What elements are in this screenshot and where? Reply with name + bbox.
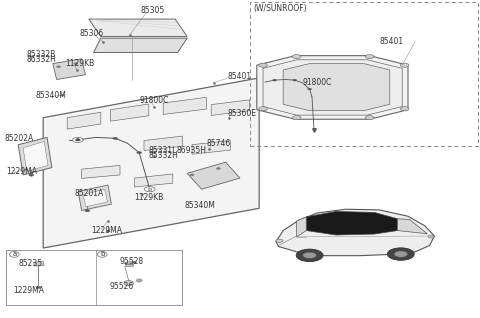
Polygon shape xyxy=(134,174,173,187)
Text: 85331L: 85331L xyxy=(149,146,177,155)
Polygon shape xyxy=(34,261,44,266)
Polygon shape xyxy=(43,78,259,248)
Text: 85360E: 85360E xyxy=(228,109,257,118)
Ellipse shape xyxy=(400,63,409,67)
Ellipse shape xyxy=(387,248,414,260)
Ellipse shape xyxy=(308,88,312,90)
Polygon shape xyxy=(276,209,434,256)
Polygon shape xyxy=(125,261,133,267)
Ellipse shape xyxy=(394,251,408,257)
Ellipse shape xyxy=(57,66,60,68)
Polygon shape xyxy=(283,64,390,111)
Text: 1229MA: 1229MA xyxy=(91,226,122,235)
Ellipse shape xyxy=(124,280,133,286)
Text: 85235: 85235 xyxy=(18,259,42,268)
Polygon shape xyxy=(163,97,206,114)
Ellipse shape xyxy=(400,107,409,111)
Polygon shape xyxy=(94,38,187,52)
Polygon shape xyxy=(23,142,48,171)
Text: 85201A: 85201A xyxy=(74,190,104,198)
Bar xyxy=(6,250,182,305)
Ellipse shape xyxy=(276,239,283,242)
Polygon shape xyxy=(397,219,427,234)
Ellipse shape xyxy=(303,252,316,259)
Text: 1129KB: 1129KB xyxy=(65,59,94,68)
Text: b: b xyxy=(148,187,152,192)
Text: 85332B: 85332B xyxy=(26,50,56,59)
Ellipse shape xyxy=(259,63,267,67)
Ellipse shape xyxy=(74,63,78,65)
Polygon shape xyxy=(192,141,230,154)
Polygon shape xyxy=(82,165,120,178)
Polygon shape xyxy=(89,19,187,37)
Ellipse shape xyxy=(75,139,80,141)
Text: 86332H: 86332H xyxy=(26,55,56,64)
Text: 95526: 95526 xyxy=(109,282,134,291)
Text: 1129KB: 1129KB xyxy=(134,193,164,202)
Ellipse shape xyxy=(85,209,90,212)
Ellipse shape xyxy=(293,79,297,81)
Text: b: b xyxy=(100,252,105,257)
Polygon shape xyxy=(110,104,149,121)
Ellipse shape xyxy=(136,279,142,282)
Polygon shape xyxy=(297,217,306,237)
Polygon shape xyxy=(263,60,402,115)
Text: 1229MA: 1229MA xyxy=(13,286,45,294)
Polygon shape xyxy=(18,137,52,175)
Text: 85306: 85306 xyxy=(79,29,104,38)
Polygon shape xyxy=(257,56,408,119)
Text: a: a xyxy=(12,252,16,257)
Ellipse shape xyxy=(29,174,34,176)
Ellipse shape xyxy=(29,174,33,176)
Ellipse shape xyxy=(97,252,107,257)
Ellipse shape xyxy=(106,230,110,232)
Ellipse shape xyxy=(428,235,434,238)
Text: 85305: 85305 xyxy=(140,6,165,15)
Polygon shape xyxy=(211,100,250,115)
Text: 91800C: 91800C xyxy=(139,96,168,105)
Ellipse shape xyxy=(132,261,136,263)
Text: 85401: 85401 xyxy=(379,37,403,46)
Polygon shape xyxy=(187,162,240,189)
Text: a: a xyxy=(76,137,80,142)
Ellipse shape xyxy=(85,210,89,212)
Ellipse shape xyxy=(259,107,267,111)
Text: 85401: 85401 xyxy=(228,72,252,81)
Ellipse shape xyxy=(144,187,155,192)
Ellipse shape xyxy=(72,137,83,142)
Polygon shape xyxy=(83,189,108,207)
Text: 1229MA: 1229MA xyxy=(6,167,37,176)
Ellipse shape xyxy=(292,55,301,59)
Text: (W/SUNROOF): (W/SUNROOF) xyxy=(253,4,307,13)
Polygon shape xyxy=(53,59,85,80)
Ellipse shape xyxy=(273,79,276,81)
Bar xyxy=(250,2,478,146)
Ellipse shape xyxy=(292,115,301,120)
Text: 86935H: 86935H xyxy=(177,146,206,155)
Text: 85340M: 85340M xyxy=(36,91,67,100)
Ellipse shape xyxy=(10,252,19,257)
Ellipse shape xyxy=(365,55,374,59)
Ellipse shape xyxy=(113,137,118,139)
Text: 85746: 85746 xyxy=(206,139,231,148)
Text: 85202A: 85202A xyxy=(5,135,34,143)
Text: 85332H: 85332H xyxy=(149,151,179,160)
Polygon shape xyxy=(306,211,397,235)
Text: 85340M: 85340M xyxy=(185,201,216,210)
Ellipse shape xyxy=(216,168,220,169)
Ellipse shape xyxy=(190,174,194,176)
Text: 95528: 95528 xyxy=(119,257,143,266)
Ellipse shape xyxy=(137,151,142,154)
Text: 91800C: 91800C xyxy=(302,78,332,87)
Polygon shape xyxy=(144,136,182,150)
Ellipse shape xyxy=(36,286,40,289)
Ellipse shape xyxy=(296,249,323,262)
Polygon shape xyxy=(78,185,111,211)
Polygon shape xyxy=(67,112,101,129)
Ellipse shape xyxy=(365,115,374,120)
